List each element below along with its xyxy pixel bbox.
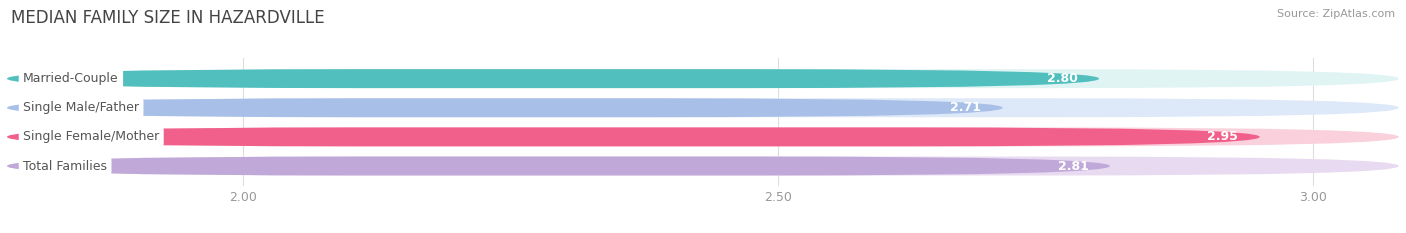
Text: 2.80: 2.80 <box>1047 72 1078 85</box>
FancyBboxPatch shape <box>7 69 1099 88</box>
Text: 2.81: 2.81 <box>1057 160 1088 172</box>
Text: Single Female/Mother: Single Female/Mother <box>22 130 159 143</box>
Text: Married-Couple: Married-Couple <box>22 72 118 85</box>
Text: Total Families: Total Families <box>22 160 107 172</box>
Text: 2.71: 2.71 <box>950 101 981 114</box>
FancyBboxPatch shape <box>7 98 1399 117</box>
FancyBboxPatch shape <box>7 127 1260 146</box>
FancyBboxPatch shape <box>7 69 1399 88</box>
FancyBboxPatch shape <box>7 157 1399 175</box>
Text: Single Male/Father: Single Male/Father <box>22 101 139 114</box>
FancyBboxPatch shape <box>7 127 1399 146</box>
FancyBboxPatch shape <box>7 157 1109 175</box>
FancyBboxPatch shape <box>7 98 1002 117</box>
Text: MEDIAN FAMILY SIZE IN HAZARDVILLE: MEDIAN FAMILY SIZE IN HAZARDVILLE <box>11 9 325 27</box>
Text: Source: ZipAtlas.com: Source: ZipAtlas.com <box>1277 9 1395 19</box>
Text: 2.95: 2.95 <box>1208 130 1239 143</box>
